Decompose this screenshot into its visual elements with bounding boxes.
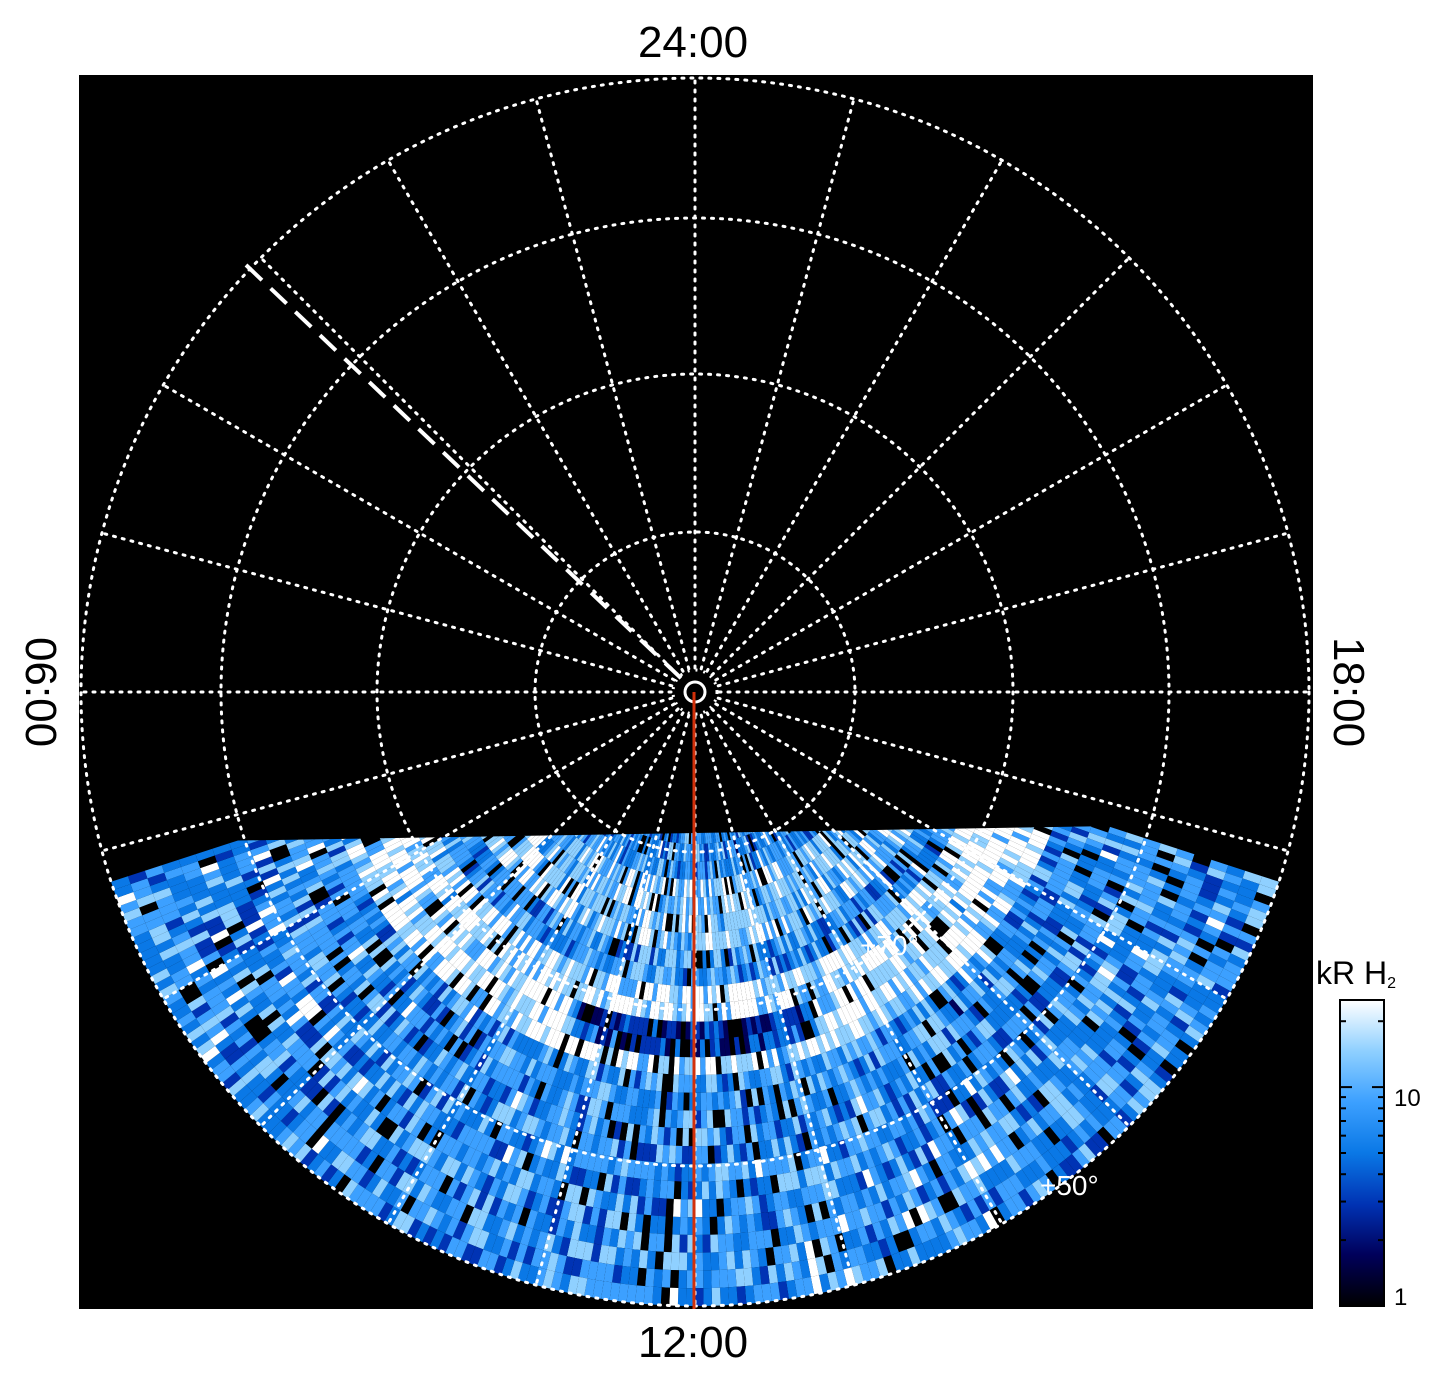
meridian-3 xyxy=(710,256,1131,677)
meridian-4 xyxy=(714,383,1229,682)
meridian-11 xyxy=(699,713,856,1287)
colorbar xyxy=(1339,999,1385,1307)
label-18h: 18:00 xyxy=(1324,636,1373,748)
latitude-circle-pole xyxy=(671,668,719,716)
colorbar-unit: kR H xyxy=(1316,955,1388,991)
meridian-17 xyxy=(100,696,674,853)
meridian-2 xyxy=(705,158,1004,673)
latitude-label-70: +70° xyxy=(860,930,919,961)
label-06h: 06:00 xyxy=(16,636,65,748)
meridian-10 xyxy=(705,711,1004,1226)
meridian-14 xyxy=(386,711,685,1226)
meridian-15 xyxy=(259,707,680,1128)
meridian-21 xyxy=(259,256,680,677)
colorbar-ticks xyxy=(1340,1020,1384,1307)
meridian-16 xyxy=(161,702,676,1001)
latitude-circle-2 xyxy=(375,372,1015,1012)
colorbar-tick-1: 1 xyxy=(1394,1284,1408,1311)
meridian-1 xyxy=(699,97,856,671)
meridian-20 xyxy=(161,383,676,682)
meridian-23 xyxy=(534,97,691,671)
meridian-13 xyxy=(534,713,691,1287)
meridian-8 xyxy=(714,702,1229,1001)
colorbar-unit-subscript: 2 xyxy=(1387,975,1397,992)
meridian-9 xyxy=(710,707,1131,1128)
label-24h: 24:00 xyxy=(637,18,749,67)
meridian-19 xyxy=(100,531,674,688)
colorbar-title: kR H2 xyxy=(1316,955,1396,993)
colorbar-tick-10: 10 xyxy=(1394,1085,1421,1112)
latitude-label-50: +50° xyxy=(1040,1170,1099,1201)
label-12h: 12:00 xyxy=(637,1318,749,1367)
meridian-7 xyxy=(716,696,1290,853)
meridian-22 xyxy=(386,158,685,673)
meridian-5 xyxy=(716,531,1290,688)
